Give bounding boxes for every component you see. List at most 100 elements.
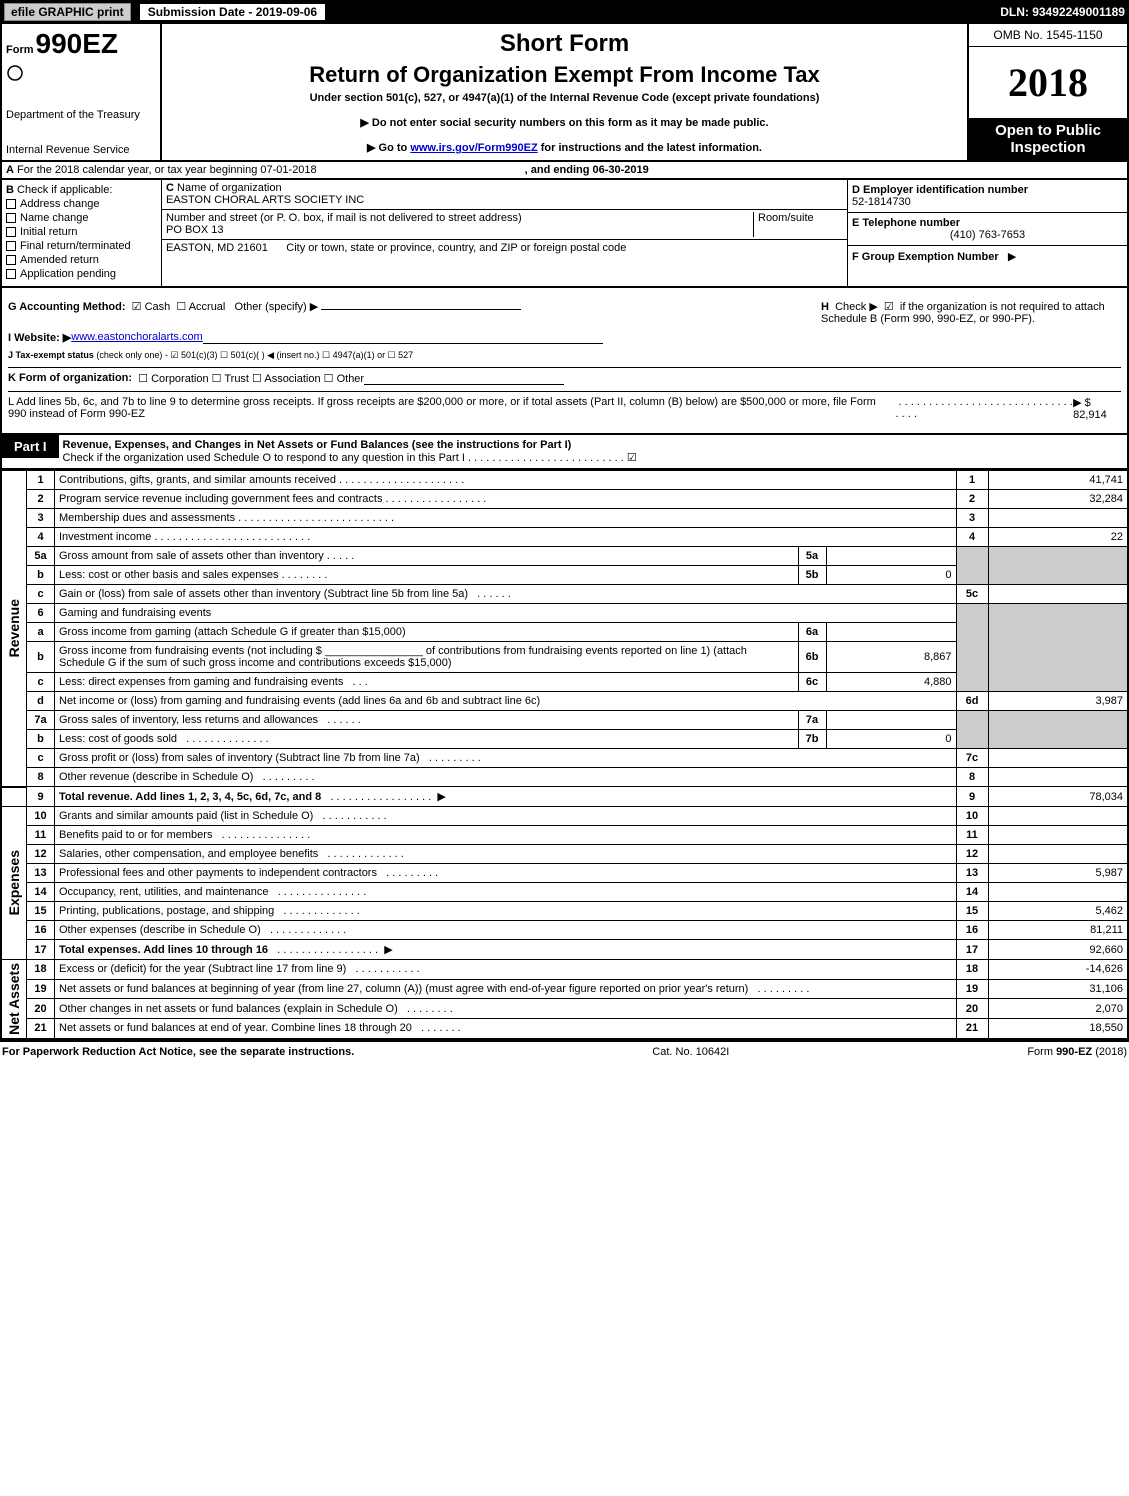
r18-rnum: 18: [956, 960, 988, 980]
chk-initial-return-label: Initial return: [20, 226, 77, 238]
r14-num: 14: [27, 883, 55, 902]
d-row: D Employer identification number 52-1814…: [848, 180, 1127, 213]
line-g-h: G Accounting Method: ☑ Cash ☐ Accrual Ot…: [8, 300, 1121, 325]
c-city-row: EASTON, MD 21601 City or town, state or …: [162, 240, 847, 270]
r17-desc: Total expenses. Add lines 10 through 16: [59, 944, 268, 956]
goto-post: for instructions and the latest informat…: [541, 142, 762, 154]
goto-note: ▶ Go to www.irs.gov/Form990EZ for instru…: [168, 141, 961, 154]
r15-desc: Printing, publications, postage, and shi…: [59, 905, 274, 917]
r20-rnum: 20: [956, 999, 988, 1019]
r18-desc: Excess or (deficit) for the year (Subtra…: [59, 963, 346, 975]
r5-shade-val: [988, 547, 1128, 585]
chk-amended-return[interactable]: Amended return: [6, 254, 157, 266]
open-to-public: Open to Public Inspection: [969, 118, 1127, 160]
r12-rval: [988, 845, 1128, 864]
header-center: Short Form Return of Organization Exempt…: [162, 24, 967, 160]
r7b-desc: Less: cost of goods sold: [59, 733, 177, 745]
c-addr-label: Number and street (or P. O. box, if mail…: [166, 212, 522, 224]
c-addr-row: Number and street (or P. O. box, if mail…: [162, 210, 847, 240]
r17-rval: 92,660: [988, 940, 1128, 960]
r2-num: 2: [27, 490, 55, 509]
return-title: Return of Organization Exempt From Incom…: [168, 62, 961, 88]
r11-rnum: 11: [956, 826, 988, 845]
footer-right: Form 990-EZ (2018): [1027, 1046, 1127, 1058]
r5b-desc: Less: cost or other basis and sales expe…: [59, 569, 279, 581]
r1-rval: 41,741: [988, 471, 1128, 490]
r20-desc: Other changes in net assets or fund bala…: [59, 1003, 398, 1015]
i-label: I Website: ▶: [8, 331, 71, 344]
expenses-sidebar: Expenses: [6, 850, 22, 915]
efile-print-button[interactable]: efile GRAPHIC print: [4, 3, 131, 21]
irs-link[interactable]: www.irs.gov/Form990EZ: [410, 142, 537, 154]
chk-application-pending[interactable]: Application pending: [6, 268, 157, 280]
no-ssn-note: ▶ Do not enter social security numbers o…: [168, 116, 961, 129]
dln-label: DLN: 93492249001189: [1000, 5, 1125, 19]
r5a-num: 5a: [27, 547, 55, 566]
form-990ez-text: 990EZ: [36, 28, 119, 60]
r9-desc: Total revenue. Add lines 1, 2, 3, 4, 5c,…: [59, 791, 321, 803]
g-other-input[interactable]: [321, 309, 521, 310]
b-label: B: [6, 184, 14, 196]
r18-rval: -14,626: [988, 960, 1128, 980]
r1-desc: Contributions, gifts, grants, and simila…: [59, 474, 336, 486]
footer-mid: Cat. No. 10642I: [652, 1046, 729, 1058]
line-l: L Add lines 5b, 6c, and 7b to line 9 to …: [8, 391, 1121, 421]
r11-num: 11: [27, 826, 55, 845]
form-header: Form 990EZ Department of the Treasury In…: [0, 24, 1129, 162]
footer-left: For Paperwork Reduction Act Notice, see …: [2, 1046, 354, 1058]
chk-address-change[interactable]: Address change: [6, 198, 157, 210]
r7a-snum: 7a: [798, 711, 826, 730]
r6-shade-val: [988, 604, 1128, 692]
k-label: K Form of organization:: [8, 372, 132, 385]
submission-date: Submission Date - 2019-09-06: [139, 3, 326, 21]
r5c-rval: [988, 585, 1128, 604]
c-name-value: EASTON CHORAL ARTS SOCIETY INC: [166, 194, 364, 206]
k-other-input[interactable]: [364, 372, 564, 385]
r6c-desc: Less: direct expenses from gaming and fu…: [59, 676, 343, 688]
footer: For Paperwork Reduction Act Notice, see …: [0, 1040, 1129, 1062]
r9-arrow: ▶: [437, 791, 445, 803]
g-cash: Cash: [145, 301, 171, 313]
r16-rval: 81,211: [988, 921, 1128, 940]
line-j: J Tax-exempt status (check only one) - ☑…: [8, 350, 1121, 361]
col-b: B Check if applicable: Address change Na…: [2, 180, 162, 286]
r12-rnum: 12: [956, 845, 988, 864]
r1-rnum: 1: [956, 471, 988, 490]
r6d-desc: Net income or (loss) from gaming and fun…: [55, 692, 957, 711]
r8-rnum: 8: [956, 768, 988, 787]
r19-rnum: 19: [956, 979, 988, 999]
subtitle: Under section 501(c), 527, or 4947(a)(1)…: [168, 92, 961, 104]
short-form-title: Short Form: [168, 30, 961, 58]
d-value: 52-1814730: [852, 196, 911, 208]
r7c-desc: Gross profit or (loss) from sales of inv…: [59, 752, 420, 764]
irs-eagle-icon: [6, 64, 24, 82]
r9-rval: 78,034: [988, 787, 1128, 807]
chk-initial-return[interactable]: Initial return: [6, 226, 157, 238]
r4-num: 4: [27, 528, 55, 547]
r11-desc: Benefits paid to or for members: [59, 829, 212, 841]
chk-final-return[interactable]: Final return/terminated: [6, 240, 157, 252]
r16-num: 16: [27, 921, 55, 940]
r8-desc: Other revenue (describe in Schedule O): [59, 771, 253, 783]
r4-rval: 22: [988, 528, 1128, 547]
e-row: E Telephone number (410) 763-7653: [848, 213, 1127, 246]
r6b-sval: 8,867: [826, 642, 956, 673]
r13-num: 13: [27, 864, 55, 883]
omb-number: OMB No. 1545-1150: [969, 24, 1127, 47]
r10-num: 10: [27, 807, 55, 826]
website-link[interactable]: www.eastonchoralarts.com: [71, 331, 202, 344]
j-text: (check only one) - ☑ 501(c)(3) ☐ 501(c)(…: [96, 350, 413, 361]
r20-rval: 2,070: [988, 999, 1128, 1019]
c-label: C: [166, 182, 174, 194]
r14-rval: [988, 883, 1128, 902]
chk-name-change[interactable]: Name change: [6, 212, 157, 224]
part1-title-block: Revenue, Expenses, and Changes in Net As…: [59, 435, 1127, 468]
part1-table: Revenue 1 Contributions, gifts, grants, …: [0, 470, 1129, 1040]
r6c-sval: 4,880: [826, 673, 956, 692]
g-label: G Accounting Method:: [8, 301, 126, 313]
r6b-desc: Gross income from fundraising events (no…: [55, 642, 799, 673]
r13-desc: Professional fees and other payments to …: [59, 867, 377, 879]
r6d-rnum: 6d: [956, 692, 988, 711]
r6b-snum: 6b: [798, 642, 826, 673]
r7-shade-val: [988, 711, 1128, 749]
